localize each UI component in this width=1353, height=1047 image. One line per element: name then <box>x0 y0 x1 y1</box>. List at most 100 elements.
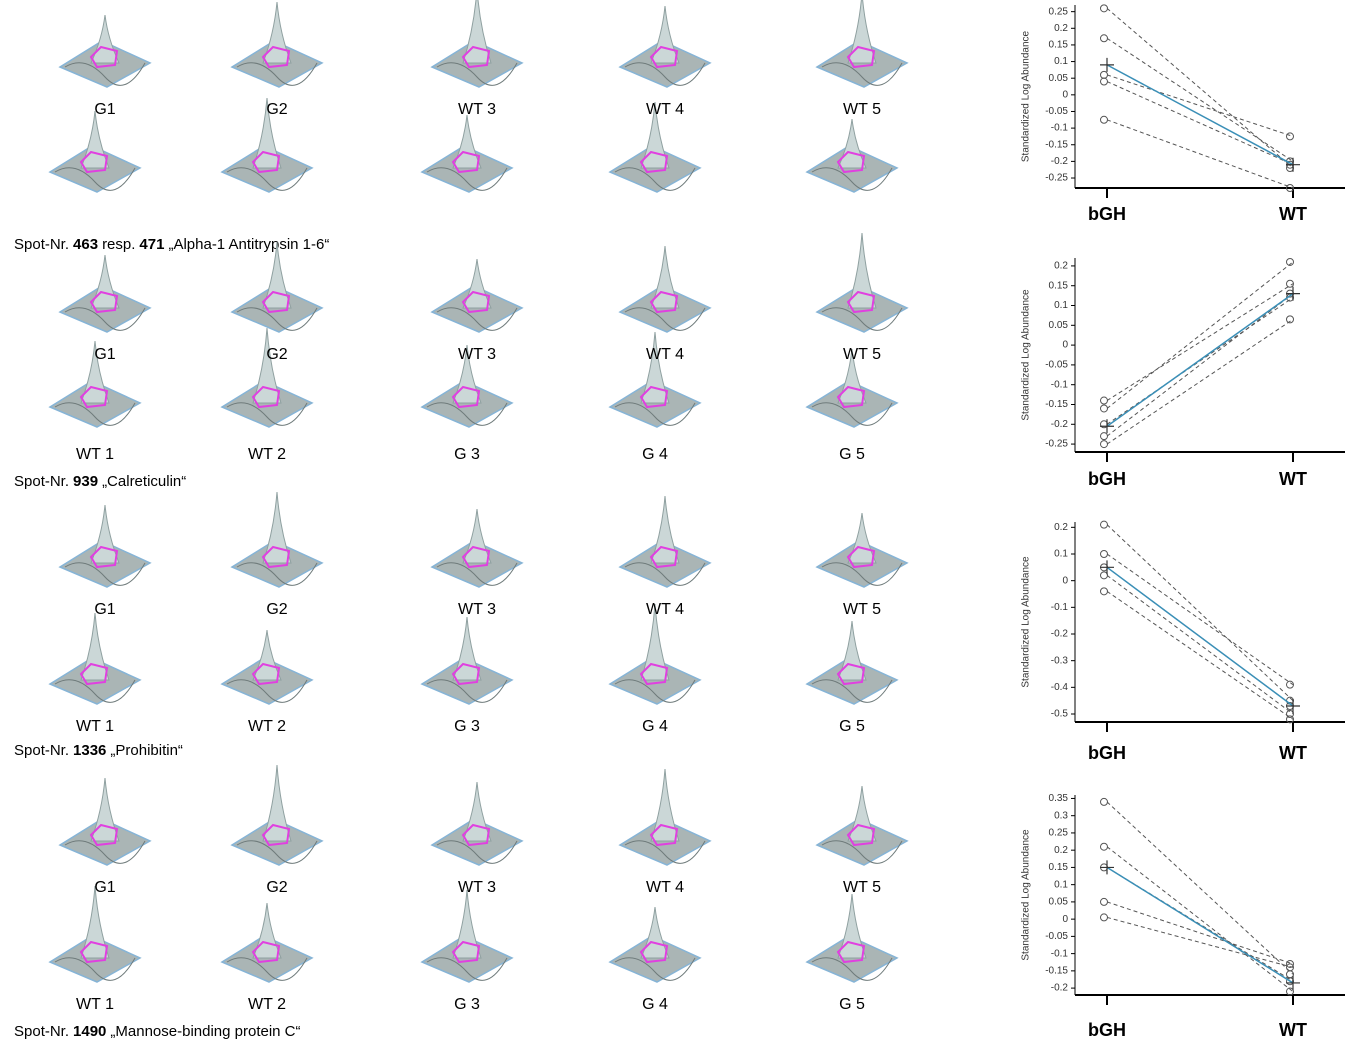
ridge <box>226 679 308 703</box>
surface <box>220 380 314 428</box>
sample-point <box>1286 279 1294 288</box>
peak <box>452 114 482 169</box>
spot-image <box>48 340 142 428</box>
spot-label: WT 3 <box>458 879 496 896</box>
spot-image <box>608 603 702 705</box>
peak <box>650 768 680 842</box>
x-tick-label: WT <box>1279 743 1307 763</box>
y-tick-label: -0.4 <box>1051 682 1069 693</box>
spot-outline <box>79 662 109 686</box>
ridge <box>64 840 146 864</box>
ridge <box>811 679 893 703</box>
x-tick-label: bGH <box>1088 1020 1126 1040</box>
sample-point <box>1100 913 1108 922</box>
spot-image <box>805 118 899 193</box>
sample-point <box>1100 115 1108 124</box>
spot-label: G1 <box>94 879 115 896</box>
spot-label: WT 5 <box>843 879 881 896</box>
spot-image <box>220 629 314 705</box>
ridge <box>624 62 706 86</box>
spot-image <box>815 785 909 866</box>
sample-point <box>1286 184 1294 192</box>
spot-outline <box>261 823 291 847</box>
sample-point <box>1100 587 1108 596</box>
y-tick-label: 0 <box>1062 340 1068 351</box>
caption-prefix: Spot-Nr. <box>14 1023 69 1040</box>
spot-label: WT 2 <box>248 996 286 1013</box>
y-tick-label: 0 <box>1062 914 1068 925</box>
spot-label: WT 3 <box>458 601 496 618</box>
surface <box>608 935 702 983</box>
spot-label: G2 <box>266 879 287 896</box>
peak <box>252 629 282 681</box>
spot-label: G2 <box>266 101 287 118</box>
peak <box>640 331 670 404</box>
spot-label: G1 <box>94 101 115 118</box>
spot-outline <box>461 545 491 569</box>
surface <box>815 540 909 588</box>
spot-outline <box>261 545 291 569</box>
spot-outline <box>836 385 866 409</box>
ridge <box>821 62 903 86</box>
x-tick-label: bGH <box>1088 469 1126 489</box>
y-tick-label: 0 <box>1062 575 1068 586</box>
sample-line <box>1106 74 1294 137</box>
surface <box>430 540 524 588</box>
spot-outline <box>649 545 679 569</box>
spot-outline <box>461 290 491 314</box>
ridge <box>811 957 893 981</box>
x-tick-label: WT <box>1279 1020 1307 1040</box>
spot-label: G 4 <box>642 996 668 1013</box>
ridge <box>426 402 508 426</box>
spot-label: WT 4 <box>646 879 684 896</box>
surface <box>58 40 152 88</box>
y-tick-label: 0.1 <box>1054 879 1068 890</box>
y-tick-label: 0.15 <box>1049 280 1069 291</box>
surface <box>618 540 712 588</box>
surface <box>618 818 712 866</box>
ridge <box>821 840 903 864</box>
spot-label: G 3 <box>454 446 480 463</box>
y-tick-label: 0.05 <box>1049 73 1069 84</box>
surface <box>618 285 712 333</box>
sample-point <box>1286 963 1294 972</box>
y-tick-label: -0.1 <box>1051 379 1069 390</box>
spot-outline <box>639 150 669 174</box>
y-tick-label: 0 <box>1062 89 1068 100</box>
surface <box>430 285 524 333</box>
spot-label: WT 3 <box>458 101 496 118</box>
caption-prefix: Spot-Nr. <box>14 473 69 490</box>
peak <box>837 118 867 169</box>
y-tick-label: -0.1 <box>1051 123 1069 134</box>
spot-label: G 5 <box>839 446 865 463</box>
sample-line <box>1106 846 1294 992</box>
peak <box>80 885 110 959</box>
spot-image <box>608 906 702 983</box>
spot-image <box>815 232 909 333</box>
spot-image <box>618 5 712 88</box>
x-tick-label: bGH <box>1088 204 1126 224</box>
y-tick-label: -0.15 <box>1045 966 1068 977</box>
y-tick-label: 0.25 <box>1049 828 1069 839</box>
spot-outline <box>639 385 669 409</box>
spot-outline <box>846 823 876 847</box>
ridge <box>436 62 518 86</box>
spot-label: WT 1 <box>76 446 114 463</box>
protein-name: „Alpha-1 Antitrypsin 1-6“ <box>168 236 329 253</box>
spot-image <box>48 110 142 193</box>
y-tick-label: 0.1 <box>1054 300 1068 311</box>
spot-label: G 5 <box>839 996 865 1013</box>
peak <box>252 902 282 959</box>
ridge <box>614 679 696 703</box>
ridge <box>236 562 318 586</box>
spot-label: WT 1 <box>76 718 114 735</box>
spot-outline <box>261 290 291 314</box>
peak <box>452 344 482 404</box>
spot-outline <box>251 385 281 409</box>
spot-image <box>805 620 899 705</box>
peak <box>80 340 110 404</box>
spot-image <box>420 114 514 193</box>
peak <box>252 327 282 404</box>
spot-image <box>48 885 142 983</box>
spot-image <box>420 344 514 428</box>
